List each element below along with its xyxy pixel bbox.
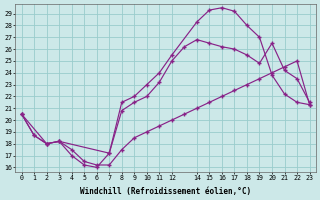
X-axis label: Windchill (Refroidissement éolien,°C): Windchill (Refroidissement éolien,°C) xyxy=(80,187,251,196)
